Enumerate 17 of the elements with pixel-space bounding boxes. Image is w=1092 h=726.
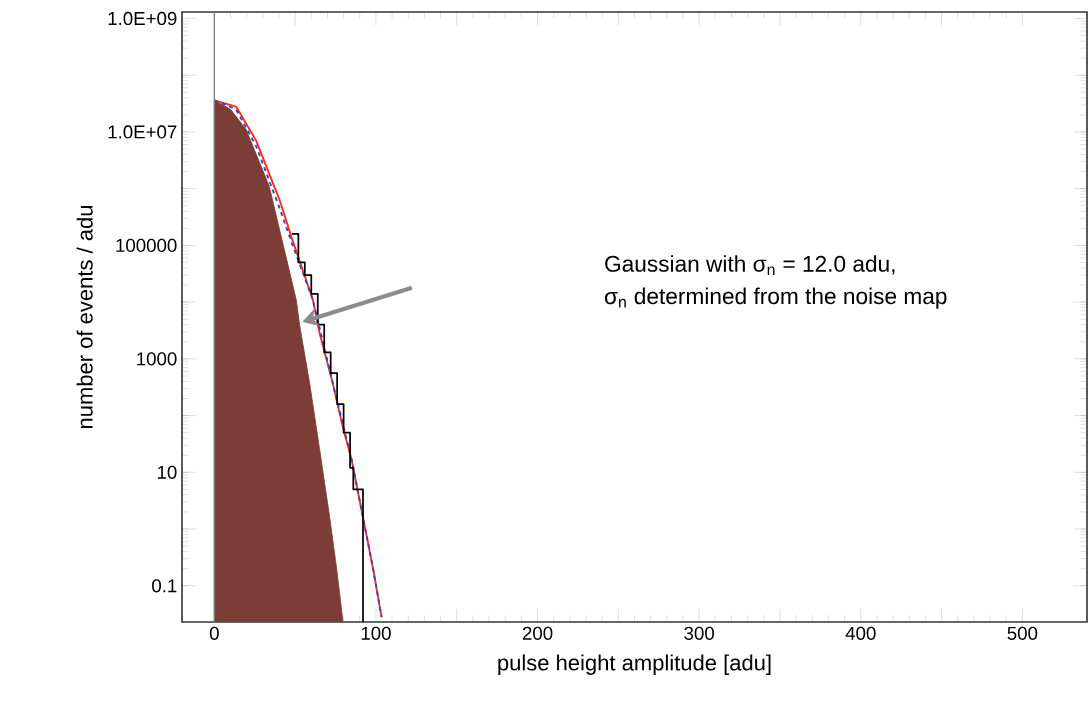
x-tick-label: 200 [522, 626, 553, 640]
x-tick-label: 400 [845, 626, 876, 640]
y-tick-label: 1.0E+09 [108, 11, 177, 26]
y-tick-label: 100000 [116, 238, 177, 253]
annotation: σ$_{n}$ determined from the noise map [604, 287, 947, 309]
x-tick-label: 500 [1007, 626, 1038, 640]
annotation: Gaussian with σ$_{n}$ = 12.0 adu, [605, 255, 895, 276]
y-tick-label: 1000 [137, 352, 177, 366]
x-tick-label: 300 [684, 626, 714, 640]
x-axis-title: pulse height amplitude [adu] [498, 654, 771, 675]
line-series [213, 99, 383, 619]
y-tick-label: 1.0E+07 [108, 125, 177, 139]
x-tick-label: 100 [361, 626, 391, 640]
y-tick-label: 0.1 [152, 579, 177, 593]
y-tick-label: 10 [157, 465, 177, 479]
y-axis-title: number of events / adu [76, 205, 93, 429]
x-tick-label: 0 [209, 626, 219, 640]
